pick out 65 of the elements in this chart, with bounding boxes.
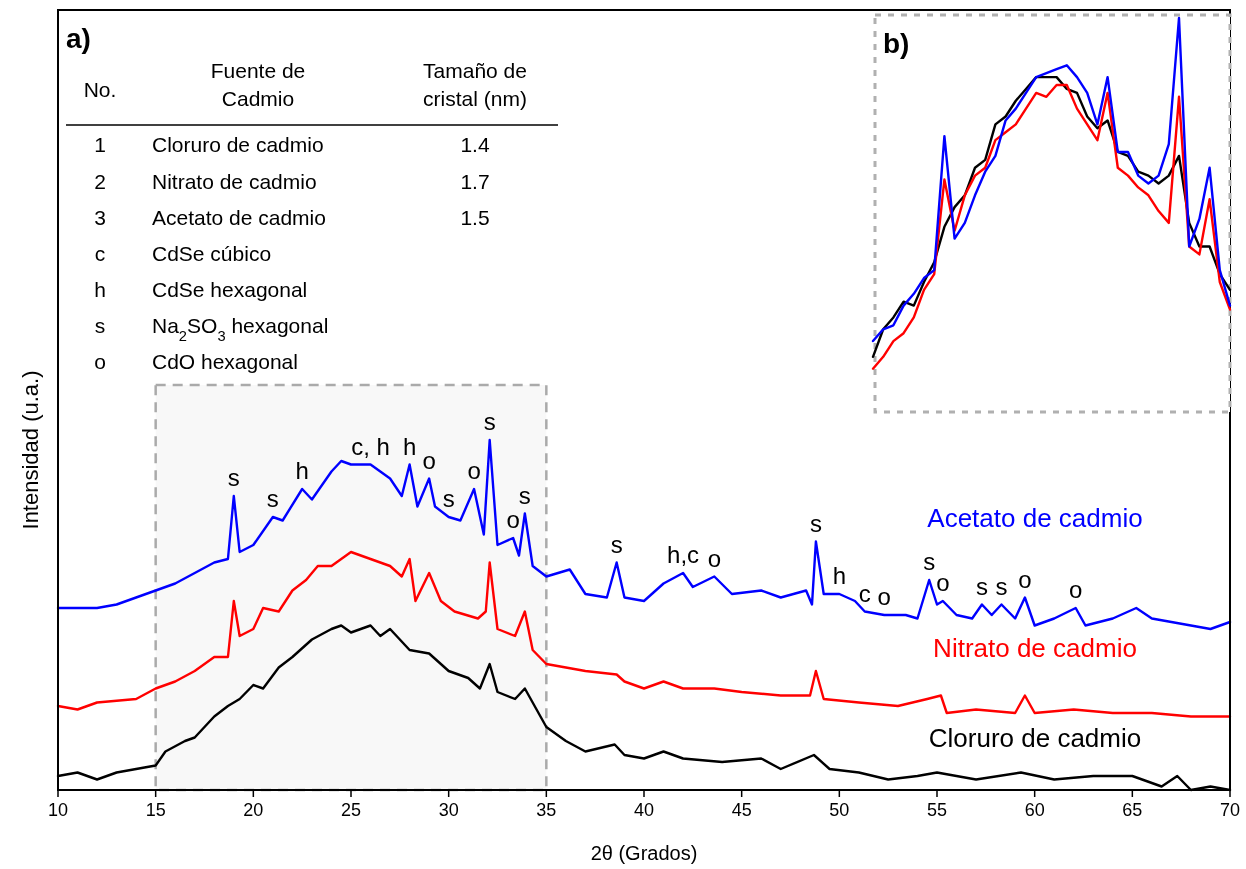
x-tick-label: 40 xyxy=(633,800,655,820)
x-tick-label: 65 xyxy=(1122,800,1143,820)
text: h xyxy=(94,278,106,301)
x-tick-label: 45 xyxy=(731,800,752,820)
text: CdSe hexagonal xyxy=(152,278,308,301)
annotation: s xyxy=(975,572,988,600)
text: 1.4 xyxy=(460,133,490,156)
text: 1.7 xyxy=(460,169,490,193)
annotation: o xyxy=(1069,576,1083,603)
text: CdSe cúbico xyxy=(152,242,272,265)
text: s xyxy=(94,314,106,337)
x-tick-label: 25 xyxy=(340,800,362,820)
text: Tamaño de cristal (nm) xyxy=(423,59,527,110)
annotation: o xyxy=(877,583,891,610)
text: 2 xyxy=(94,169,106,193)
x-tick-label: 30 xyxy=(438,800,459,820)
text: o xyxy=(94,350,106,373)
annotation: s xyxy=(923,548,936,575)
x-tick-label: 35 xyxy=(536,800,557,820)
text: Nitrato de cadmio xyxy=(152,169,317,193)
annotation: s xyxy=(610,530,623,558)
text: 1 xyxy=(94,133,106,156)
annotation: h,c xyxy=(667,541,700,568)
annotation: s xyxy=(518,481,531,509)
x-tick-label: 20 xyxy=(243,800,264,820)
x-tick-label: 55 xyxy=(926,800,948,820)
annotation: h xyxy=(402,432,417,460)
annotation: o xyxy=(506,506,520,533)
text: a) xyxy=(66,23,91,54)
annotation: h xyxy=(295,457,309,484)
text: No. xyxy=(83,78,117,101)
annotation: o xyxy=(422,446,436,474)
y-axis-title: Intensidad (u.a.) xyxy=(18,370,43,530)
x-axis-title: 2θ (Grados) xyxy=(590,842,698,864)
text: CdO hexagonal xyxy=(152,350,298,373)
text: Cloruro de cadmio xyxy=(152,133,324,156)
x-tick-label: 60 xyxy=(1024,800,1045,820)
annotation: c, h xyxy=(351,432,390,460)
annotation: s xyxy=(442,485,455,512)
annotation: s xyxy=(227,464,240,491)
text: 3 xyxy=(217,328,226,344)
text: 3 xyxy=(94,206,106,229)
annotation: b) xyxy=(883,28,910,59)
annotation: c xyxy=(858,579,871,607)
source-note: Fuente de Cadmio xyxy=(210,59,306,110)
annotation: s xyxy=(483,408,496,435)
annotation: s xyxy=(266,485,279,512)
series-label: Acetato de cadmio xyxy=(927,503,1143,533)
x-tick-label: 10 xyxy=(47,800,69,820)
annotation: s xyxy=(995,572,1008,600)
annotation: o xyxy=(467,457,481,484)
series-label: Nitrato de cadmio xyxy=(933,632,1137,663)
annotation: o xyxy=(1018,565,1032,593)
text: Acetato de cadmio xyxy=(152,206,326,229)
annotation: o xyxy=(707,544,721,572)
x-tick-label: 15 xyxy=(145,800,166,820)
series-label: Cloruro de cadmio xyxy=(928,723,1142,753)
x-tick-label: 70 xyxy=(1219,800,1241,820)
text: 1.5 xyxy=(460,206,490,229)
text: 2 xyxy=(178,328,188,344)
annotation: o xyxy=(936,569,950,596)
annotation: s xyxy=(809,509,822,537)
annotation: h xyxy=(832,562,847,589)
text: c xyxy=(94,242,106,265)
x-tick-label: 50 xyxy=(829,800,850,820)
